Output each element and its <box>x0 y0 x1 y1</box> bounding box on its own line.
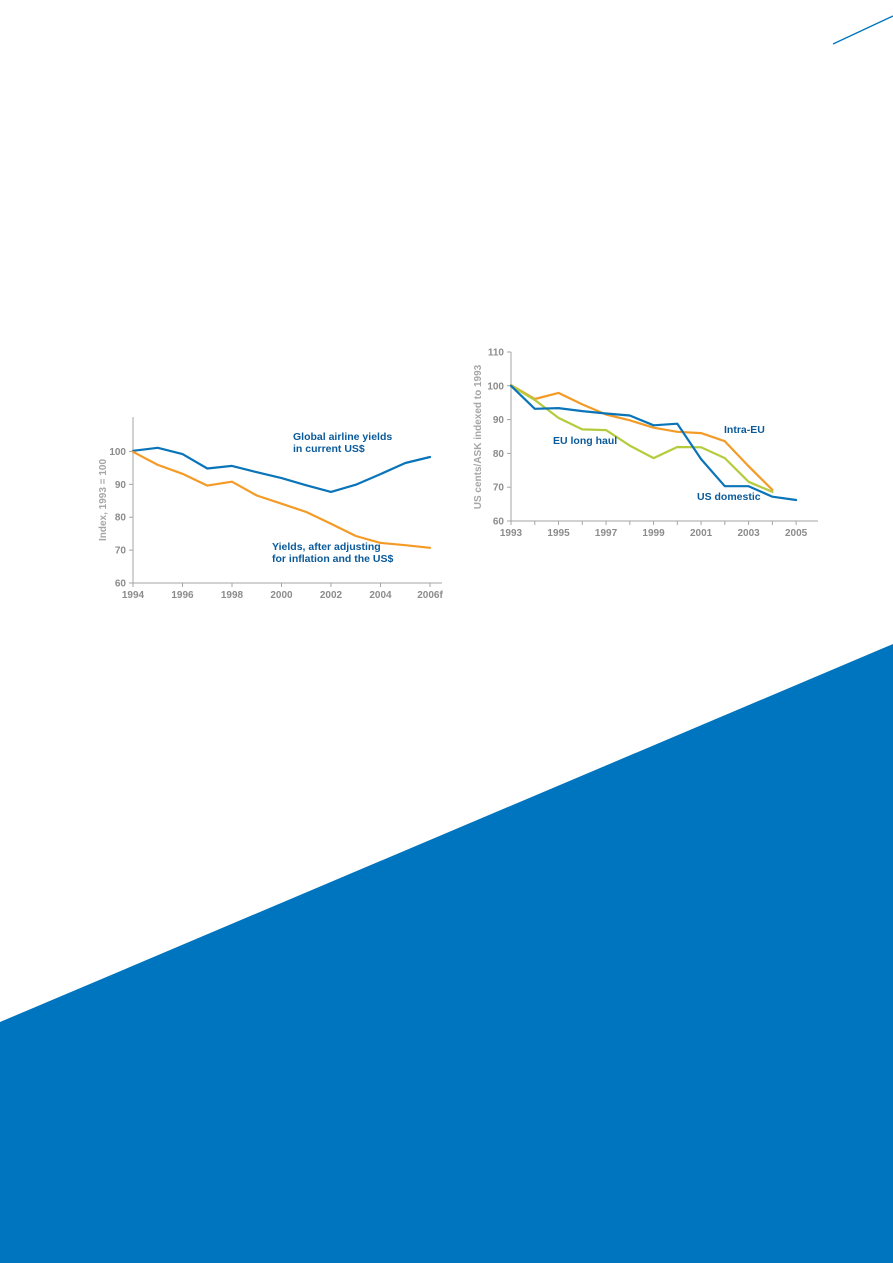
c1-x-tick-label: 2000 <box>270 590 293 601</box>
c2-series-line-2 <box>509 384 798 502</box>
corner-diagonal-stroke <box>832 15 893 45</box>
chart1-axes <box>132 417 442 584</box>
c2-series-line-0 <box>509 383 774 491</box>
c1-y-tick-label: 80 <box>115 513 127 524</box>
c2-x-tick-label: 1993 <box>500 528 523 539</box>
c1-series-line-1 <box>131 450 432 549</box>
chart2-y-axis-title: US cents/ASK indexed to 1993 <box>473 364 484 509</box>
chart2-y-ticks: 60 70 80 90 100 110 <box>487 348 511 528</box>
chart2-axes <box>510 352 818 522</box>
c1-y-tick-label: 70 <box>115 546 127 557</box>
global-yields-chart: 60 70 80 90 100 1994 1996 1998 2000 2002 2004 2006… <box>98 417 443 601</box>
c1-y-tick-label: 90 <box>115 480 127 491</box>
c1-y-tick-label: 60 <box>115 579 127 590</box>
c1-x-tick-label: 1998 <box>221 590 244 601</box>
chart1-series <box>131 446 432 549</box>
c1-x-tick-label: 1996 <box>171 590 194 601</box>
chart2-label-eu-long-haul: EU long haul <box>553 435 617 447</box>
c1-x-tick-label: 2002 <box>320 590 343 601</box>
chart2-label-us-domestic: US domestic <box>697 491 761 503</box>
c1-x-tick-label: 2004 <box>369 590 392 601</box>
blue-diagonal-block <box>0 644 893 1263</box>
c2-x-tick-label: 1997 <box>595 528 618 539</box>
c2-y-tick-label: 110 <box>488 348 505 359</box>
chart1-y-axis-title: Index, 1993 = 100 <box>98 459 109 541</box>
c1-y-tick-label: 100 <box>109 447 126 458</box>
chart1-label-global-yields-line2: in current US$ <box>293 443 365 455</box>
chart1-label-adjusted-yields: Yields, after adjusting for inflation an… <box>272 541 393 565</box>
c2-y-tick-label: 80 <box>493 449 505 460</box>
chart1-label-adjusted-yields-line2: for inflation and the US$ <box>272 553 393 565</box>
chart1-label-global-yields: Global airline yields in current US$ <box>293 431 395 455</box>
chart2-series <box>509 383 798 502</box>
chart1-x-ticks: 1994 1996 1998 2000 2002 2004 2006f <box>122 583 443 601</box>
c2-series-line-1 <box>509 384 774 493</box>
chart1-y-ticks: 60 70 80 90 100 <box>109 447 133 590</box>
c2-y-tick-label: 90 <box>493 415 505 426</box>
c2-y-tick-label: 70 <box>493 483 505 494</box>
c2-y-tick-label: 60 <box>493 517 505 528</box>
chart2-label-intra-eu: Intra-EU <box>724 424 765 436</box>
chart1-label-adjusted-yields-line1: Yields, after adjusting <box>272 541 381 553</box>
c2-x-tick-label: 2001 <box>690 528 713 539</box>
cents-per-ask-chart: 60 70 80 90 100 110 1993 1995 1997 1999 2001 2003 2… <box>473 348 818 539</box>
c2-x-tick-label: 2005 <box>785 528 808 539</box>
chart2-x-ticks: 1993 1995 1997 1999 2001 2003 2005 <box>500 521 808 539</box>
c2-x-tick-label: 2003 <box>737 528 760 539</box>
c2-x-tick-label: 1995 <box>547 528 570 539</box>
chart1-label-global-yields-line1: Global airline yields <box>293 431 392 443</box>
c1-x-tick-label: 1994 <box>122 590 145 601</box>
c2-y-tick-label: 100 <box>487 381 504 392</box>
c1-x-tick-label: 2006f <box>417 590 443 601</box>
c2-x-tick-label: 1999 <box>642 528 665 539</box>
c1-series-line-0 <box>131 446 432 494</box>
